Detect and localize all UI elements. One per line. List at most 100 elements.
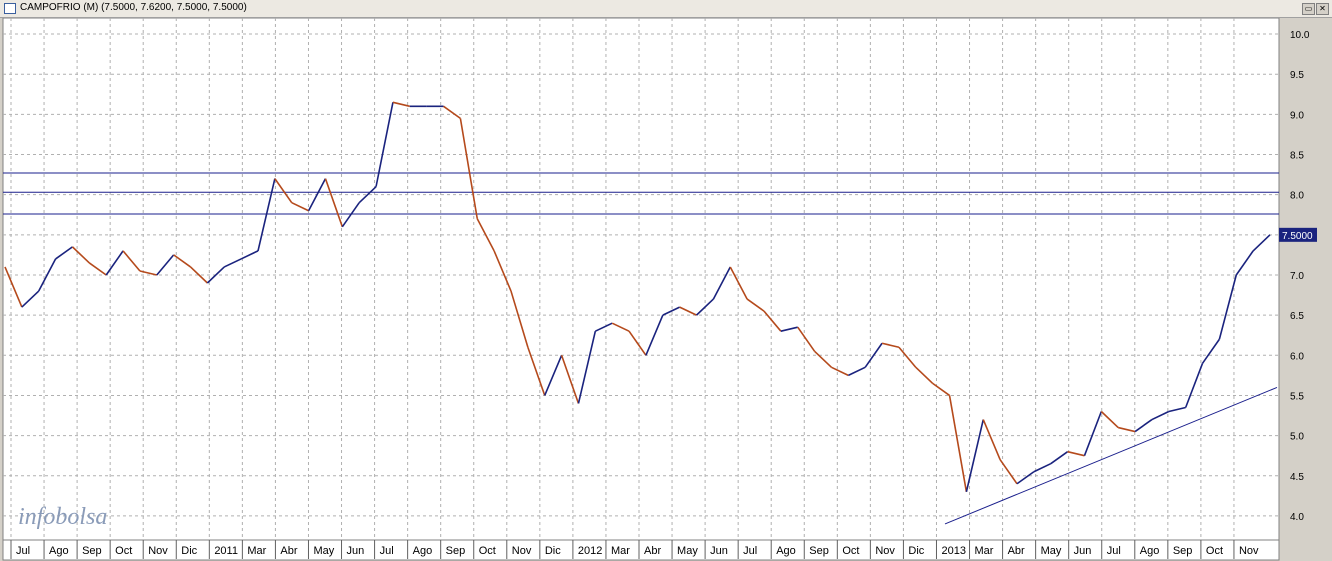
price-segment: [291, 201, 309, 212]
x-tick-label: Oct: [842, 545, 859, 557]
x-tick-label: Jul: [1107, 545, 1121, 557]
price-segment: [712, 266, 731, 300]
x-tick-label: 2013: [941, 545, 965, 557]
price-segment: [1168, 406, 1186, 413]
x-tick-label: Sep: [82, 545, 102, 557]
price-segment: [746, 298, 765, 312]
price-segment: [55, 246, 73, 260]
x-tick-label: Mar: [975, 545, 994, 557]
y-tick-label: 4.5: [1290, 472, 1304, 483]
x-tick-label: Mar: [247, 545, 266, 557]
window-titlebar: CAMPOFRIO (M) (7.5000, 7.6200, 7.5000, 7…: [0, 0, 1332, 18]
price-segment: [864, 342, 883, 368]
price-segment: [1151, 410, 1170, 421]
x-tick-label: Nov: [875, 545, 895, 557]
x-tick-label: Abr: [280, 545, 297, 557]
x-tick-label: Jul: [743, 545, 757, 557]
x-tick-label: 2012: [578, 545, 602, 557]
x-tick-label: Nov: [1239, 545, 1259, 557]
price-segment: [358, 186, 377, 204]
price-segment: [443, 105, 461, 120]
price-segment: [257, 178, 276, 252]
y-tick-label: 10.0: [1290, 30, 1310, 41]
price-segment: [1050, 451, 1069, 465]
price-segment: [274, 178, 293, 204]
price-segment: [729, 266, 748, 300]
price-segment: [375, 102, 394, 187]
horizontal-lines: [3, 172, 1279, 215]
y-tick-label: 4.0: [1290, 512, 1304, 523]
x-tick-label: Ago: [776, 545, 796, 557]
y-tick-label: 9.5: [1290, 70, 1304, 81]
last-price-tag: 7.5000: [1279, 227, 1317, 242]
chart-window-icon[interactable]: [4, 3, 16, 14]
x-tick-label: Ago: [1140, 545, 1160, 557]
price-segment: [1218, 274, 1238, 340]
x-tick-label: Ago: [413, 545, 433, 557]
price-segment: [392, 101, 410, 108]
price-chart: 10.09.59.08.58.07.57.06.56.05.55.04.54.0…: [2, 18, 1317, 561]
price-segment: [1067, 450, 1085, 457]
close-icon[interactable]: ✕: [1316, 3, 1329, 15]
price-segment: [965, 419, 985, 492]
x-tick-label: Jul: [380, 545, 394, 557]
price-segment: [831, 366, 849, 377]
price-segment: [38, 258, 57, 292]
x-tick-label: Oct: [479, 545, 496, 557]
price-segment: [71, 246, 90, 264]
price-segment: [1016, 471, 1035, 485]
x-tick-label: Abr: [1008, 545, 1025, 557]
restore-icon[interactable]: ▭: [1302, 3, 1315, 15]
price-segment: [510, 290, 529, 348]
y-tick-label: 7.0: [1290, 271, 1304, 282]
x-tick-label: May: [1041, 545, 1062, 557]
x-tick-label: Abr: [644, 545, 661, 557]
price-series: [4, 101, 1271, 492]
x-tick-label: May: [313, 545, 334, 557]
price-segment: [206, 266, 225, 284]
price-segment: [915, 366, 934, 384]
price-segment: [307, 178, 327, 212]
x-tick-label: May: [677, 545, 698, 557]
price-segment: [982, 419, 1001, 461]
price-segment: [645, 314, 664, 356]
x-axis: Jul Ago Sep Oct Nov Dic 2011 Mar Abr May Jun Jul Ago…: [2, 539, 1280, 561]
price-segment: [695, 298, 714, 316]
y-tick-label: 5.0: [1290, 432, 1304, 443]
price-segment: [932, 382, 950, 397]
infobolsa-watermark: infobolsa: [18, 504, 107, 530]
y-tick-label: 9.0: [1290, 110, 1304, 121]
price-segment: [1184, 363, 1204, 408]
x-tick-label: Jun: [347, 545, 365, 557]
last-price-tag-box: [1279, 227, 1317, 242]
x-tick-label: Dic: [908, 545, 924, 557]
price-segment: [780, 326, 798, 332]
price-segment: [105, 250, 124, 276]
price-segment: [543, 354, 563, 396]
price-segment: [476, 218, 495, 252]
window-title: CAMPOFRIO (M) (7.5000, 7.6200, 7.5000, 7…: [20, 2, 247, 13]
price-segment: [881, 342, 900, 349]
y-axis: 10.09.59.08.58.07.57.06.56.05.55.04.54.0: [1290, 30, 1310, 523]
price-segment: [1118, 426, 1136, 433]
x-tick-label: Oct: [1206, 545, 1223, 557]
price-segment: [493, 250, 512, 292]
price-segment: [4, 266, 23, 308]
price-segment: [679, 306, 697, 316]
x-tick-label: Nov: [148, 545, 168, 557]
x-axis-band: [2, 539, 1280, 561]
y-tick-label: 6.5: [1290, 311, 1304, 322]
price-segment: [1100, 410, 1119, 429]
x-tick-label: Sep: [446, 545, 466, 557]
trendline: [944, 386, 1278, 525]
support-trendline: [944, 386, 1278, 525]
price-segment: [898, 346, 917, 368]
price-segment: [223, 258, 242, 268]
x-tick-label: Mar: [611, 545, 630, 557]
price-segment: [577, 331, 597, 404]
x-tick-label: Nov: [512, 545, 532, 557]
price-segment: [88, 262, 107, 276]
price-segment: [999, 459, 1018, 485]
price-segment: [797, 326, 816, 352]
y-tick-label: 6.0: [1290, 351, 1304, 362]
